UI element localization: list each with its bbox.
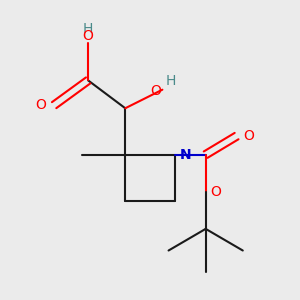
- Text: O: O: [83, 29, 94, 43]
- Text: N: N: [179, 148, 191, 162]
- Text: O: O: [243, 129, 254, 143]
- Text: O: O: [150, 84, 161, 98]
- Text: H: H: [83, 22, 93, 36]
- Text: O: O: [35, 98, 46, 112]
- Text: H: H: [166, 74, 176, 88]
- Text: O: O: [210, 185, 221, 199]
